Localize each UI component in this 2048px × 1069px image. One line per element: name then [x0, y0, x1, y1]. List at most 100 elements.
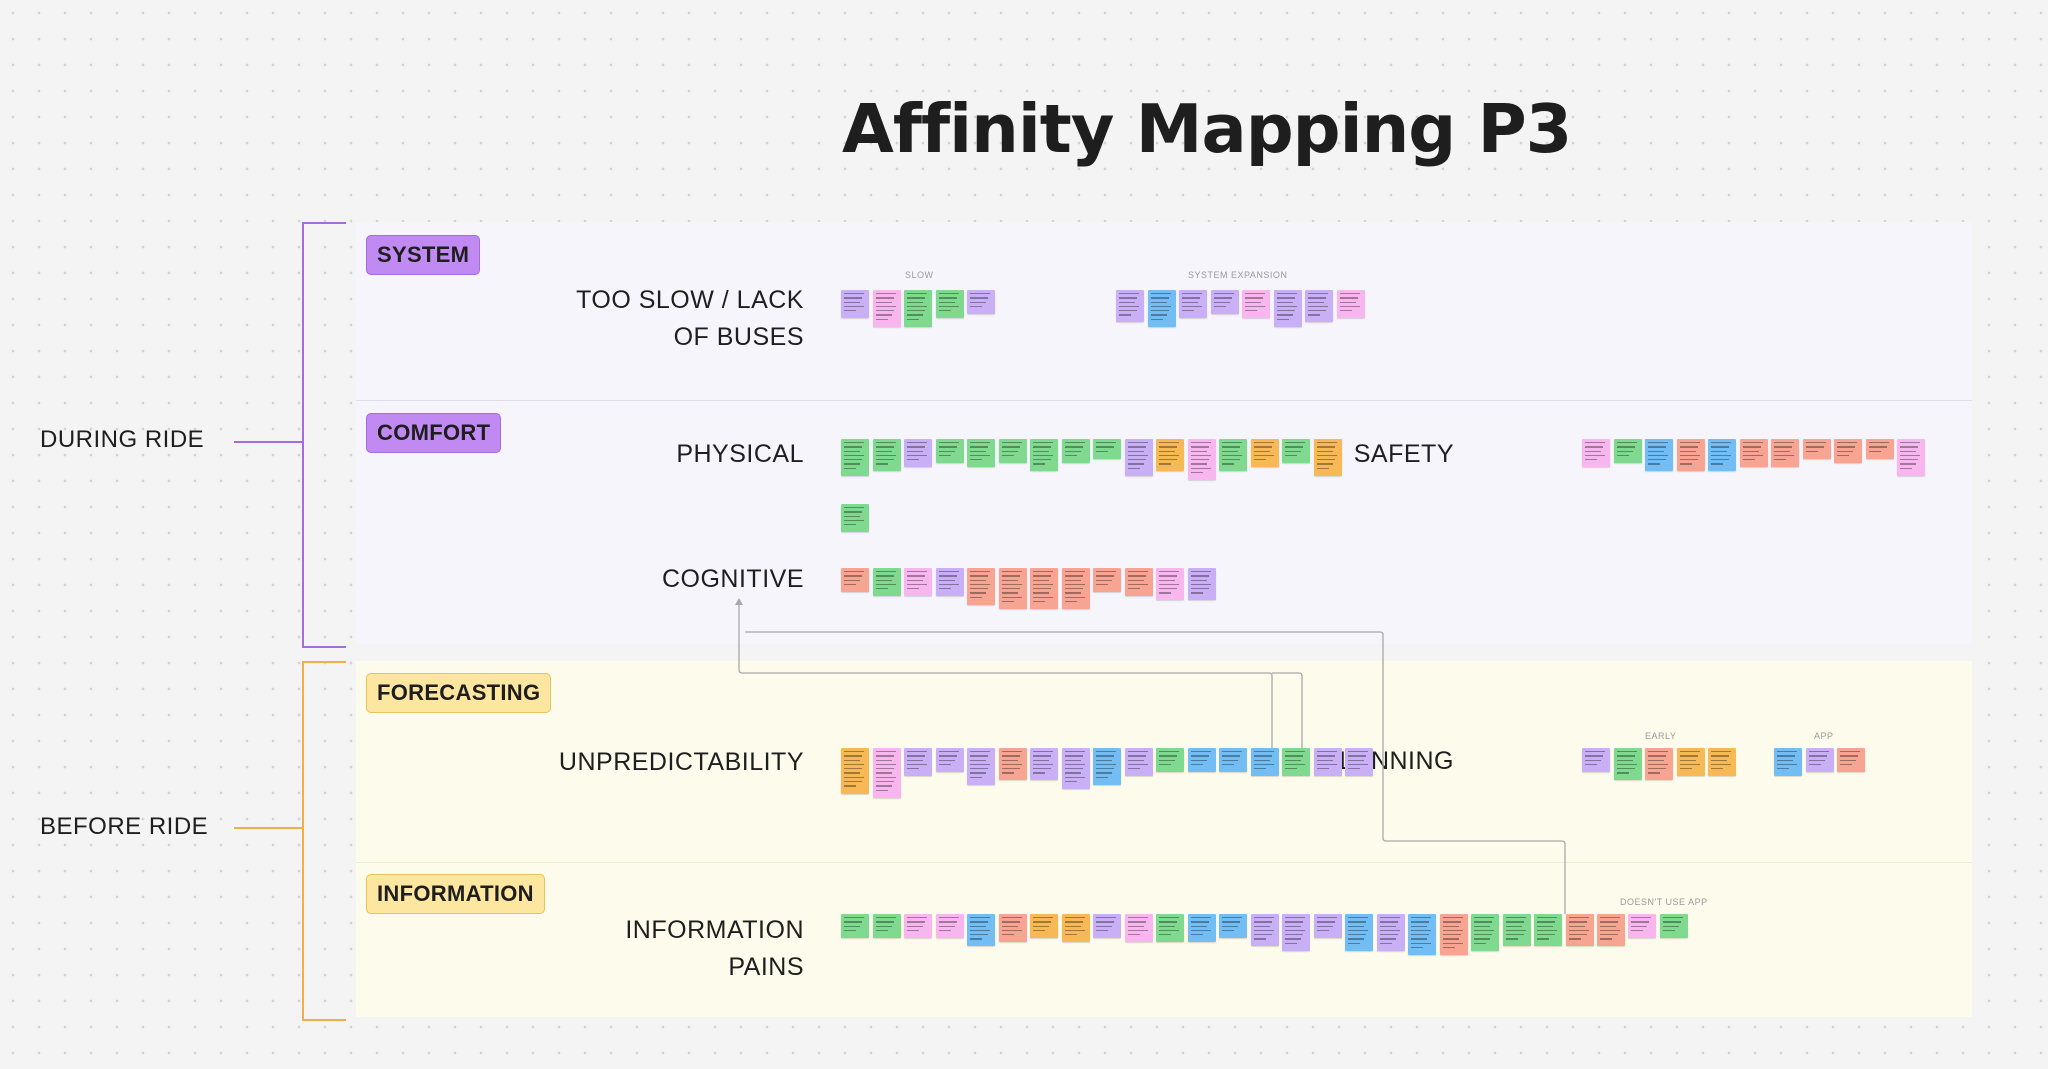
sticky-note[interactable] — [1282, 748, 1310, 776]
sticky-note[interactable] — [1147, 290, 1176, 327]
sticky-note[interactable] — [1030, 914, 1058, 938]
sticky-note[interactable] — [872, 439, 901, 472]
sticky-note[interactable] — [1030, 568, 1058, 610]
sticky-note[interactable] — [1582, 748, 1610, 772]
sticky-note[interactable] — [1439, 914, 1468, 956]
sticky-note[interactable] — [1582, 439, 1610, 467]
sticky-note[interactable] — [1313, 748, 1342, 776]
sticky-note[interactable] — [935, 290, 964, 318]
sticky-note[interactable] — [1628, 914, 1656, 938]
sticky-note[interactable] — [1061, 568, 1090, 610]
sticky-note[interactable] — [872, 914, 901, 938]
sticky-note[interactable] — [1897, 439, 1925, 476]
sticky-note[interactable] — [1093, 748, 1121, 785]
sticky-note[interactable] — [1093, 914, 1121, 938]
sticky-note[interactable] — [1250, 439, 1279, 467]
sticky-note[interactable] — [1156, 748, 1184, 772]
sticky-note[interactable] — [1659, 914, 1688, 938]
sticky-note[interactable] — [967, 748, 995, 785]
sticky-note[interactable] — [1313, 439, 1342, 476]
sticky-note[interactable] — [1805, 748, 1834, 772]
sticky-note[interactable] — [1187, 568, 1216, 601]
sticky-note[interactable] — [841, 439, 869, 476]
tag-information[interactable]: INFORMATION — [366, 874, 545, 914]
sticky-note[interactable] — [935, 568, 964, 596]
sticky-note[interactable] — [1613, 748, 1642, 781]
sticky-note[interactable] — [998, 914, 1027, 942]
sticky-note[interactable] — [1708, 748, 1736, 776]
sticky-note[interactable] — [1179, 290, 1207, 318]
sticky-note[interactable] — [935, 439, 964, 463]
sticky-note[interactable] — [1676, 439, 1705, 472]
sticky-note[interactable] — [1219, 439, 1247, 472]
sticky-note[interactable] — [841, 504, 869, 532]
sticky-note[interactable] — [904, 439, 932, 467]
sticky-note[interactable] — [967, 290, 995, 314]
sticky-note[interactable] — [1336, 290, 1365, 318]
sticky-note[interactable] — [998, 568, 1027, 610]
sticky-note[interactable] — [1613, 439, 1642, 463]
sticky-note[interactable] — [1124, 568, 1153, 596]
sticky-note[interactable] — [1156, 914, 1184, 942]
tag-forecasting[interactable]: FORECASTING — [366, 673, 552, 713]
sticky-note[interactable] — [872, 568, 901, 596]
sticky-note[interactable] — [1282, 439, 1310, 463]
sticky-note[interactable] — [1471, 914, 1499, 951]
sticky-note[interactable] — [1376, 914, 1405, 951]
sticky-note[interactable] — [1534, 914, 1562, 947]
sticky-note[interactable] — [1124, 748, 1153, 776]
sticky-note[interactable] — [1408, 914, 1436, 956]
sticky-note[interactable] — [1273, 290, 1302, 327]
sticky-note[interactable] — [1219, 914, 1247, 938]
sticky-note[interactable] — [1708, 439, 1736, 472]
sticky-note[interactable] — [1865, 439, 1894, 459]
sticky-note[interactable] — [1187, 748, 1216, 772]
sticky-note[interactable] — [841, 914, 869, 938]
sticky-note[interactable] — [935, 748, 964, 772]
sticky-note[interactable] — [1187, 439, 1216, 481]
sticky-note[interactable] — [935, 914, 964, 938]
sticky-note[interactable] — [841, 748, 869, 794]
sticky-note[interactable] — [1305, 290, 1333, 323]
sticky-note[interactable] — [904, 290, 932, 327]
sticky-note[interactable] — [1282, 914, 1310, 951]
sticky-note[interactable] — [1093, 439, 1121, 459]
sticky-note[interactable] — [1834, 439, 1862, 463]
sticky-note[interactable] — [872, 290, 901, 327]
sticky-note[interactable] — [967, 914, 995, 947]
sticky-note[interactable] — [1156, 568, 1184, 601]
sticky-note[interactable] — [998, 748, 1027, 781]
sticky-note[interactable] — [1116, 290, 1144, 323]
sticky-note[interactable] — [1061, 439, 1090, 463]
sticky-note[interactable] — [1061, 914, 1090, 942]
sticky-note[interactable] — [1739, 439, 1768, 467]
sticky-note[interactable] — [1645, 748, 1673, 781]
sticky-note[interactable] — [904, 748, 932, 776]
sticky-note[interactable] — [1061, 748, 1090, 790]
tag-comfort[interactable]: COMFORT — [366, 413, 502, 453]
sticky-note[interactable] — [1597, 914, 1625, 947]
sticky-note[interactable] — [1250, 748, 1279, 776]
sticky-note[interactable] — [967, 439, 995, 467]
sticky-note[interactable] — [998, 439, 1027, 463]
sticky-note[interactable] — [1802, 439, 1831, 459]
sticky-note[interactable] — [872, 748, 901, 798]
sticky-note[interactable] — [1124, 914, 1153, 942]
sticky-note[interactable] — [1030, 439, 1058, 472]
sticky-note[interactable] — [1156, 439, 1184, 472]
sticky-note[interactable] — [841, 290, 869, 318]
sticky-note[interactable] — [967, 568, 995, 605]
sticky-note[interactable] — [1124, 439, 1153, 476]
sticky-note[interactable] — [1645, 439, 1673, 472]
sticky-note[interactable] — [1242, 290, 1270, 318]
sticky-note[interactable] — [1345, 914, 1373, 951]
sticky-note[interactable] — [1250, 914, 1279, 947]
sticky-note[interactable] — [1030, 748, 1058, 781]
sticky-note[interactable] — [1093, 568, 1121, 592]
sticky-note[interactable] — [1771, 439, 1799, 467]
sticky-note[interactable] — [841, 568, 869, 592]
sticky-note[interactable] — [1774, 748, 1802, 776]
tag-system[interactable]: SYSTEM — [366, 235, 481, 275]
sticky-note[interactable] — [1313, 914, 1342, 938]
sticky-note[interactable] — [1187, 914, 1216, 942]
